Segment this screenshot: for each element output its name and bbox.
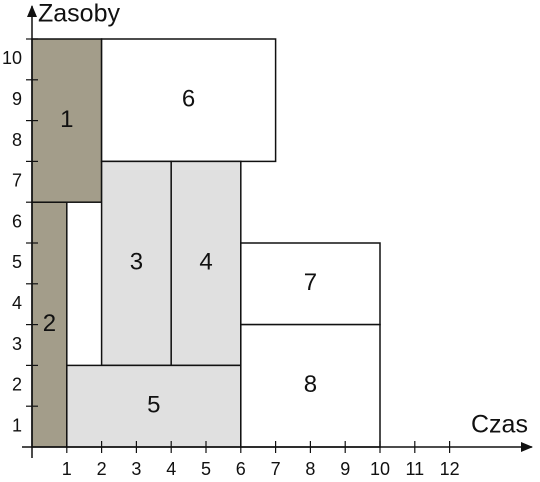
y-tick-label: 7: [12, 171, 22, 191]
x-tick-label: 1: [62, 459, 72, 479]
task-label: 7: [304, 269, 317, 296]
x-tick-label: 8: [305, 459, 315, 479]
y-tick-label: 8: [12, 130, 22, 150]
x-tick-label: 5: [201, 459, 211, 479]
x-tick-label: 7: [271, 459, 281, 479]
x-tick-label: 3: [131, 459, 141, 479]
y-tick-label: 3: [12, 334, 22, 354]
task-block: [31, 38, 103, 203]
task-block: [100, 38, 277, 163]
x-tick-label: 12: [440, 459, 460, 479]
x-tick-label: 9: [340, 459, 350, 479]
task-label: 1: [60, 106, 73, 133]
task-label: 4: [199, 249, 212, 276]
y-tick-label: 6: [12, 211, 22, 231]
x-tick-label: 4: [166, 459, 176, 479]
x-tick-label: 6: [236, 459, 246, 479]
y-tick-label: 10: [2, 48, 22, 68]
y-axis-title: Zasoby: [38, 0, 120, 28]
x-tick-label: 10: [370, 459, 390, 479]
y-tick-label: 9: [12, 89, 22, 109]
x-tick-label: 11: [405, 459, 424, 479]
task-label: 5: [147, 392, 160, 419]
x-axis-title: Czas: [471, 411, 528, 439]
y-tick-label: 1: [12, 415, 22, 435]
y-tick-label: 4: [12, 293, 22, 313]
task-label: 8: [304, 371, 317, 398]
y-tick-label: 5: [12, 252, 22, 272]
x-tick-label: 2: [97, 459, 107, 479]
task-label: 6: [182, 86, 195, 113]
task-block: [100, 160, 172, 367]
task-label: 2: [43, 310, 56, 337]
task-block: [66, 364, 242, 448]
y-tick-label: 2: [12, 375, 22, 395]
task-block: [240, 323, 381, 448]
task-label: 3: [130, 249, 143, 276]
